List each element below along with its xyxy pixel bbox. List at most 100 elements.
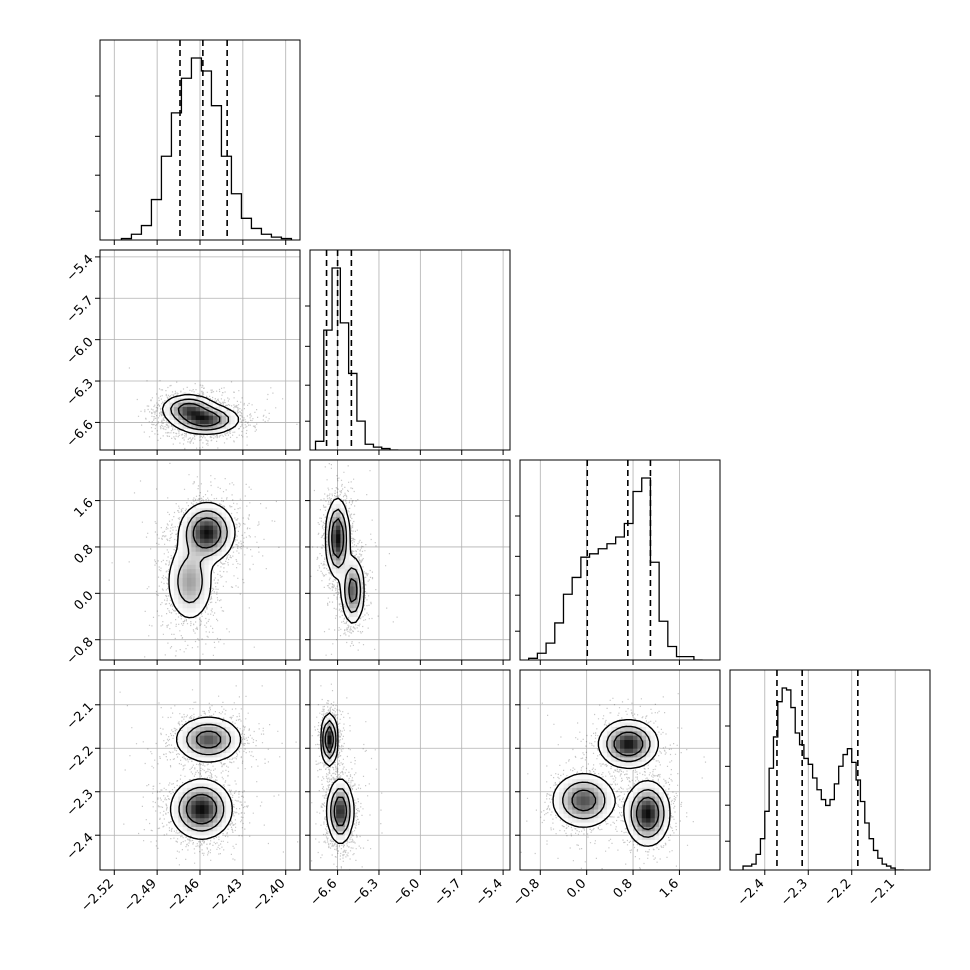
density-cell [173, 603, 179, 609]
density-cell [598, 778, 604, 784]
density-cell [624, 800, 630, 806]
density-cell [349, 817, 354, 823]
density-cell [213, 791, 218, 797]
density-cell [208, 529, 214, 535]
density-cell [576, 787, 582, 793]
scatter-panel-2-1 [310, 460, 510, 660]
density-cell [340, 813, 346, 819]
density-cell [349, 555, 354, 561]
density-cell [169, 590, 175, 596]
density-cell [178, 817, 184, 823]
scatter-panel-2-0 [100, 460, 300, 660]
density-cell [344, 551, 350, 557]
density-cell [654, 839, 660, 845]
density-cell [344, 533, 350, 539]
density-cell [336, 538, 341, 544]
density-cell [344, 555, 350, 561]
density-cell [208, 423, 214, 429]
density-cell [191, 735, 197, 740]
density-cell [589, 822, 595, 827]
density-cell [650, 730, 656, 736]
density-cell [195, 752, 201, 758]
y-tick-label: 0.0 [71, 588, 96, 613]
density-cell [641, 730, 647, 736]
x-tick-label: −6.6 [307, 876, 340, 909]
density-cell [576, 774, 582, 780]
density-cell [340, 778, 346, 784]
density-cell [344, 568, 350, 574]
density-cell [191, 809, 197, 814]
density-cell [589, 787, 595, 793]
density-cell [611, 752, 617, 758]
density-cell [200, 813, 205, 819]
density-cell [204, 503, 210, 509]
contour-line [168, 501, 236, 619]
density-cell [602, 804, 608, 810]
density-cell [637, 722, 643, 727]
density-cell [327, 555, 333, 561]
density-cell [336, 542, 341, 548]
density-cell [353, 573, 359, 578]
density-cell [200, 822, 205, 827]
y-tick-label: −6.3 [64, 376, 97, 409]
density-cell [559, 800, 564, 806]
density-cell [572, 796, 577, 801]
density-cell [628, 791, 634, 797]
density-cell [331, 722, 337, 727]
density-cell [195, 520, 201, 526]
density-cell [602, 743, 608, 749]
density-cell [204, 822, 210, 827]
density-cell [340, 551, 346, 557]
density-cell [615, 730, 621, 736]
density-cell [213, 717, 218, 723]
density-cell [611, 796, 617, 801]
density-cell [173, 568, 179, 574]
density-cell [327, 822, 333, 827]
density-cell [182, 538, 188, 544]
density-cell [191, 415, 197, 420]
density-cell [191, 830, 197, 836]
density-cell [589, 778, 595, 784]
density-cell [598, 817, 604, 823]
density-cell [349, 586, 354, 591]
density-cell [169, 581, 175, 587]
density-cell [204, 410, 210, 416]
density-cell [208, 822, 214, 827]
density-cell [654, 813, 660, 819]
y-tick-label: −5.7 [64, 293, 97, 326]
density-cell [191, 520, 197, 526]
density-cell [646, 739, 651, 745]
density-cell [234, 735, 240, 740]
density-cell [204, 538, 210, 544]
density-cell [169, 594, 175, 600]
density-cell [331, 512, 337, 517]
density-cell [186, 783, 192, 788]
density-cell [559, 791, 564, 797]
density-cell [611, 761, 617, 767]
density-cell [567, 813, 573, 819]
density-cell [204, 748, 210, 754]
density-cell [208, 546, 214, 552]
density-cell [633, 813, 638, 819]
density-cell [580, 796, 586, 801]
density-cell [593, 804, 599, 810]
density-cell [646, 743, 651, 749]
density-cell [559, 787, 564, 793]
density-cell [230, 743, 236, 749]
density-cell [344, 822, 350, 827]
density-cell [349, 822, 354, 827]
density-cell [186, 555, 192, 561]
density-cell [182, 830, 188, 836]
density-cell [602, 735, 608, 740]
density-cell [195, 560, 201, 565]
density-cell [611, 726, 617, 732]
density-cell [615, 752, 621, 758]
density-cell [221, 415, 227, 420]
density-cell [340, 800, 346, 806]
density-cell [585, 787, 590, 793]
density-cell [200, 796, 205, 801]
density-cell [628, 761, 634, 767]
density-cell [191, 730, 197, 736]
density-cell [226, 410, 231, 416]
density-cell [559, 796, 564, 801]
